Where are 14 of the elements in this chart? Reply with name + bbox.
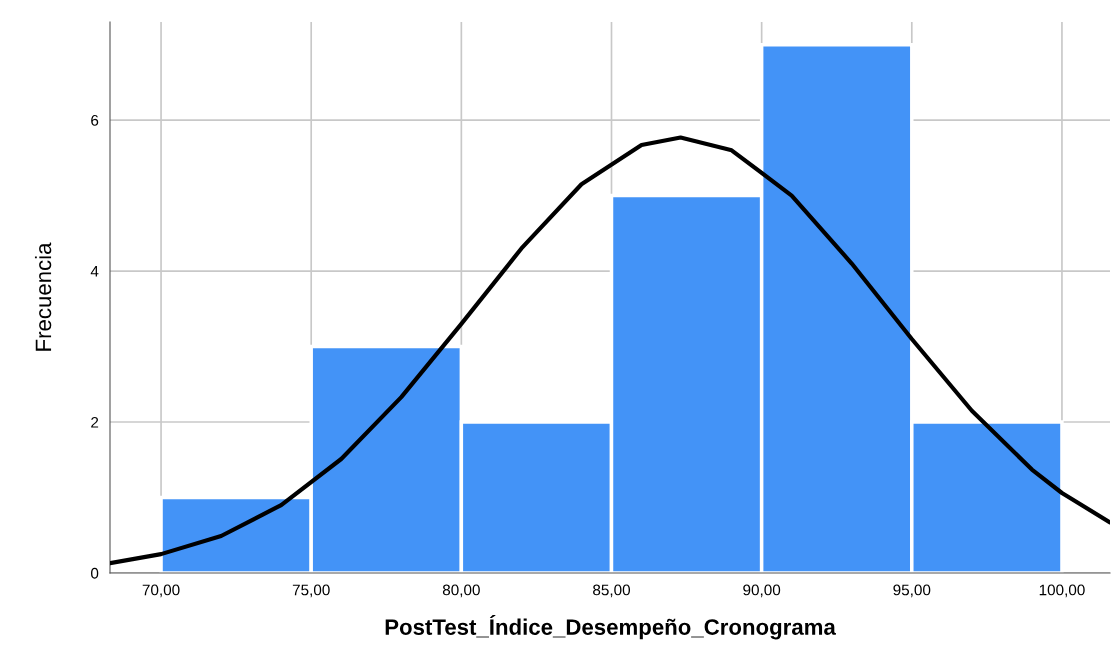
y-tick-label: 4 [90, 266, 99, 277]
x-tick-label: 100,00 [1039, 584, 1085, 598]
x-tick-label: 85,00 [593, 584, 631, 598]
x-tick-label: 90,00 [743, 584, 781, 598]
y-axis-title: Frecuencia [34, 242, 52, 351]
y-tick-label: 2 [91, 416, 99, 428]
x-tick-label: 70,00 [142, 584, 180, 598]
x-tick-label: 95,00 [893, 584, 931, 598]
x-axis-title: PostTest_Índice_Desempeño_Cronograma [385, 615, 836, 640]
line-series [110, 135, 1110, 566]
y-tick-label: 6 [91, 114, 99, 126]
x-tick-label: 75,00 [292, 584, 330, 598]
x-tick-label: 80,00 [442, 584, 480, 598]
y-tick-label: 0 [90, 567, 99, 579]
